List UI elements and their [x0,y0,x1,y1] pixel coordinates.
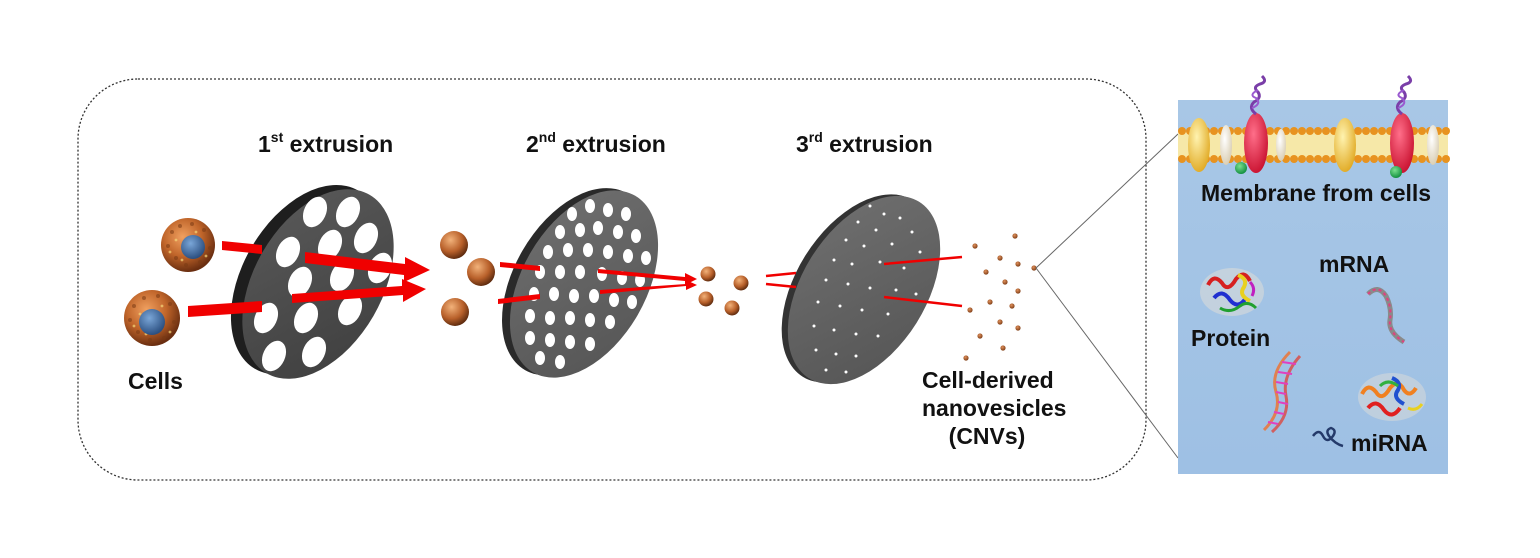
vesicle-icon [963,233,1037,361]
membrane-label: Membrane from cells [1201,180,1432,206]
protein-label: Protein [1191,325,1271,351]
rna-strand-icon [1312,426,1344,448]
extrusion-title-2: 2nd extrusion [526,129,666,157]
mrna-label: mRNA [1319,251,1390,277]
vesicle-icon [698,266,749,316]
rna-strand-icon [1366,287,1406,345]
filter-disc-icon [502,188,659,378]
cell-icon [124,290,180,346]
mirna-label: miRNA [1351,430,1428,456]
cnv-label-line3: (CNVs) [948,423,1026,449]
extrusion-title-1: 1st extrusion [258,129,394,157]
protein-structure-icon [1358,373,1426,421]
cells-label: Cells [128,368,183,394]
cnv-label-line1: Cell-derived [922,367,1054,393]
filter-disc-icon [781,194,941,385]
protein-structure-icon [1200,268,1264,316]
inset-panel [1178,74,1450,474]
process-frame [77,78,1147,481]
arrow-icon [188,241,963,317]
zoom-line [1035,267,1179,459]
cell-icon [161,218,215,272]
cnv-label: Cell-derived nanovesicles (CNVs) [922,366,1067,450]
extrusion-title-3: 3rd extrusion [796,129,933,157]
zoom-line [1035,133,1179,269]
filter-disc-icon [230,184,394,379]
rna-strand-icon [1262,350,1302,434]
membrane-protein-icon [1188,74,1439,178]
cnv-label-line2: nanovesicles [922,395,1067,421]
vesicle-icon [440,231,495,326]
